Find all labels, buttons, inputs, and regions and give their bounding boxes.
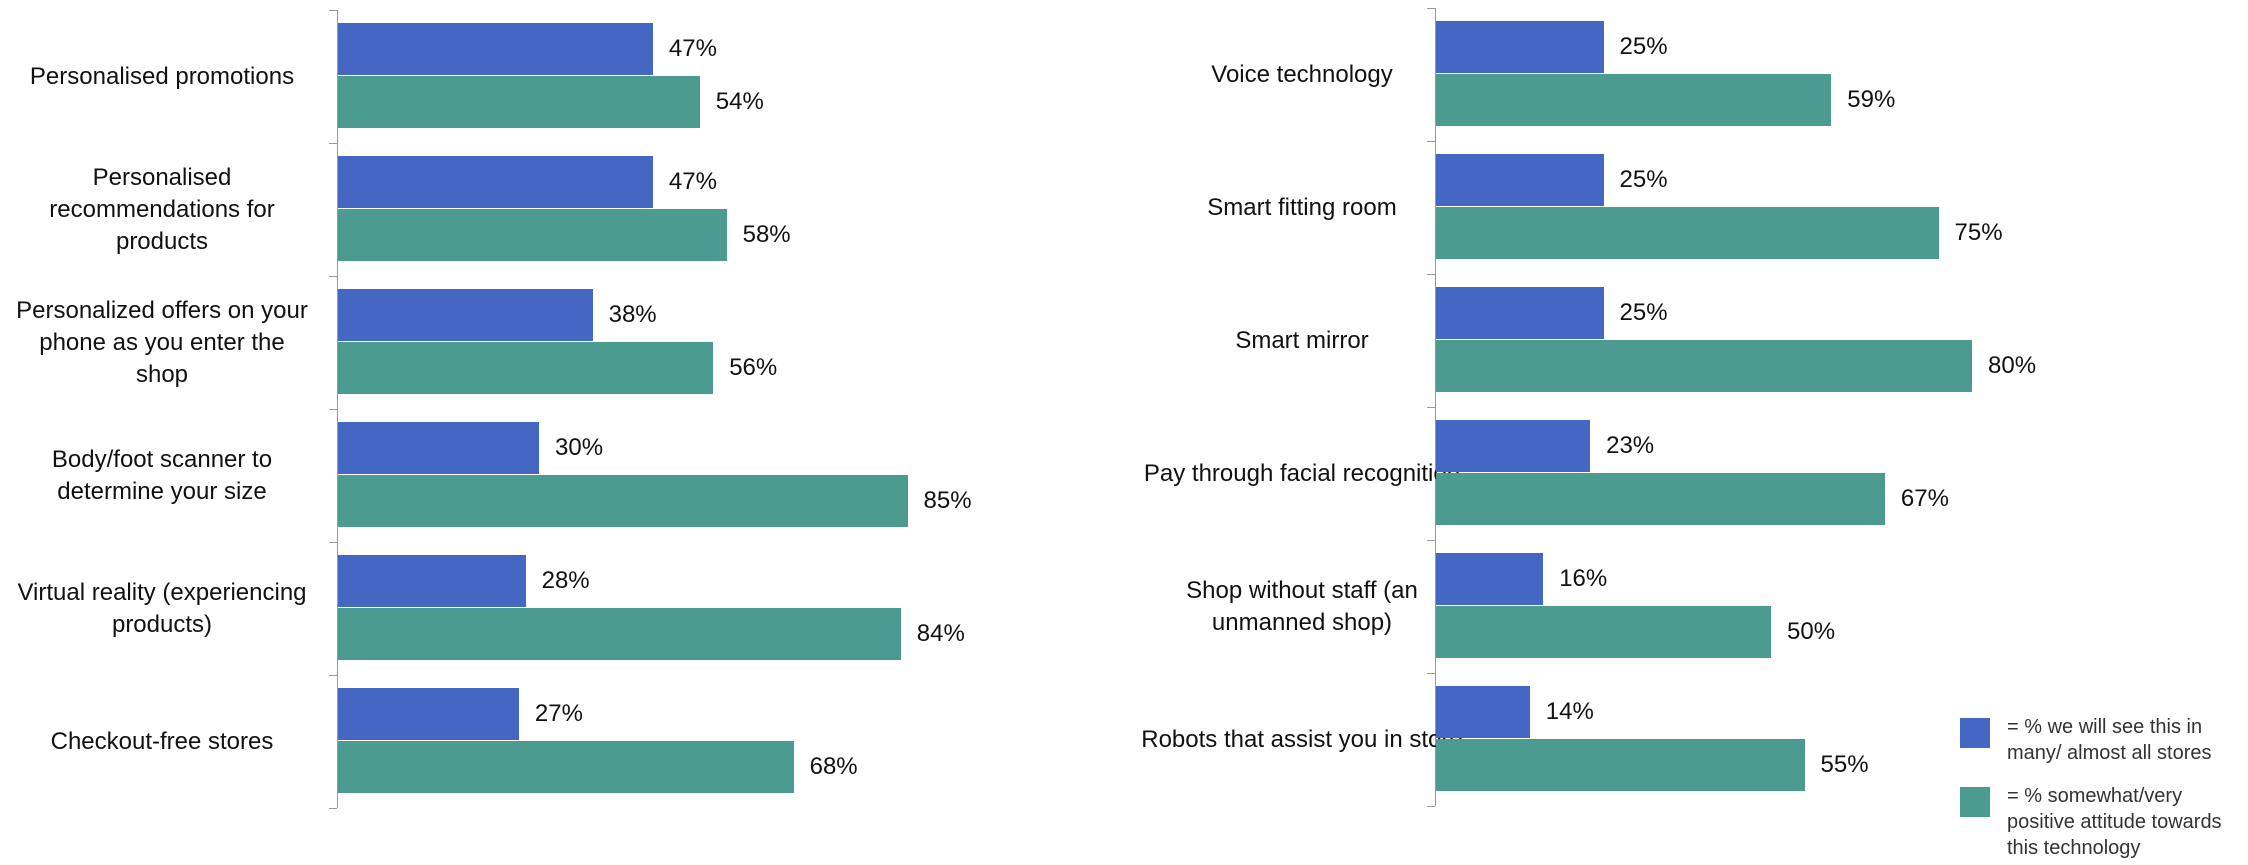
bar — [1436, 21, 1604, 73]
value-label: 30% — [555, 434, 604, 461]
axis-tick — [329, 276, 337, 277]
value-label: 75% — [1954, 219, 2003, 246]
bar — [1436, 154, 1604, 206]
value-label: 85% — [923, 487, 972, 514]
bar — [338, 555, 526, 607]
axis-tick — [1427, 8, 1435, 9]
axis-tick — [1427, 407, 1435, 408]
axis-tick — [329, 675, 337, 676]
value-label: 47% — [668, 168, 717, 195]
axis-tick — [1427, 141, 1435, 142]
value-label: 68% — [809, 753, 858, 780]
value-label: 56% — [729, 354, 778, 381]
legend-label: = % somewhat/very positive attitude towa… — [2007, 785, 2222, 859]
value-label: 47% — [668, 35, 717, 62]
value-label: 25% — [1619, 299, 1668, 326]
axis-tick — [329, 10, 337, 11]
value-label: 23% — [1606, 432, 1655, 459]
legend-swatch — [1960, 718, 1990, 748]
category-label: Voice technology — [1211, 60, 1393, 88]
bar — [338, 289, 593, 341]
bar — [1436, 287, 1604, 339]
category-label: Personalized offers on your phone as you… — [16, 296, 308, 388]
bar — [1436, 686, 1530, 738]
value-label: 38% — [608, 301, 657, 328]
category-label: Robots that assist you in store — [1141, 725, 1463, 753]
bar — [338, 23, 653, 75]
value-label: 14% — [1545, 698, 1594, 725]
value-label: 58% — [742, 221, 791, 248]
axis-tick — [329, 808, 337, 809]
axis-tick — [1427, 540, 1435, 541]
category-label: Body/foot scanner to determine your size — [51, 445, 273, 505]
axis-tick — [329, 542, 337, 543]
bar — [338, 608, 901, 660]
value-label: 28% — [541, 567, 590, 594]
axis-tick — [329, 409, 337, 410]
bar — [338, 342, 714, 394]
category-label: Pay through facial recognition — [1143, 459, 1461, 487]
category-label: Smart fitting room — [1207, 193, 1397, 221]
category-label: Checkout-free stores — [50, 727, 274, 755]
bar — [1436, 553, 1544, 605]
category-label: Smart mirror — [1235, 326, 1369, 354]
category-label: Personalised recommendations for product… — [49, 163, 275, 255]
bar — [1436, 420, 1591, 472]
value-label: 25% — [1619, 166, 1668, 193]
value-label: 67% — [1900, 485, 1949, 512]
bar — [338, 741, 794, 793]
value-label: 80% — [1988, 352, 2037, 379]
bar — [1436, 207, 1939, 259]
category-label: Virtual reality (experiencing products) — [17, 578, 307, 638]
axis-tick — [1427, 806, 1435, 807]
value-label: 84% — [916, 620, 965, 647]
category-label: Personalised promotions — [29, 62, 295, 90]
bar — [1436, 739, 1805, 791]
axis-tick — [1427, 274, 1435, 275]
value-label: 55% — [1820, 751, 1869, 778]
bar — [338, 156, 653, 208]
axis-line — [1435, 8, 1436, 806]
bar — [338, 209, 727, 261]
bar — [338, 422, 539, 474]
bar — [338, 76, 700, 128]
bar — [1436, 606, 1771, 658]
bar — [1436, 74, 1832, 126]
value-label: 25% — [1619, 33, 1668, 60]
value-label: 27% — [534, 700, 583, 727]
bar — [338, 475, 908, 527]
value-label: 16% — [1559, 565, 1608, 592]
value-label: 59% — [1847, 86, 1896, 113]
bar — [1436, 340, 1972, 392]
legend-label: = % we will see this in many/ almost all… — [2007, 716, 2212, 764]
axis-tick — [329, 143, 337, 144]
axis-line — [337, 10, 338, 808]
value-label: 54% — [715, 88, 764, 115]
bar — [1436, 473, 1885, 525]
legend-swatch — [1960, 787, 1990, 817]
axis-tick — [1427, 673, 1435, 674]
category-label: Shop without staff (an unmanned shop) — [1186, 576, 1418, 636]
value-label: 50% — [1787, 618, 1836, 645]
bar — [338, 688, 519, 740]
